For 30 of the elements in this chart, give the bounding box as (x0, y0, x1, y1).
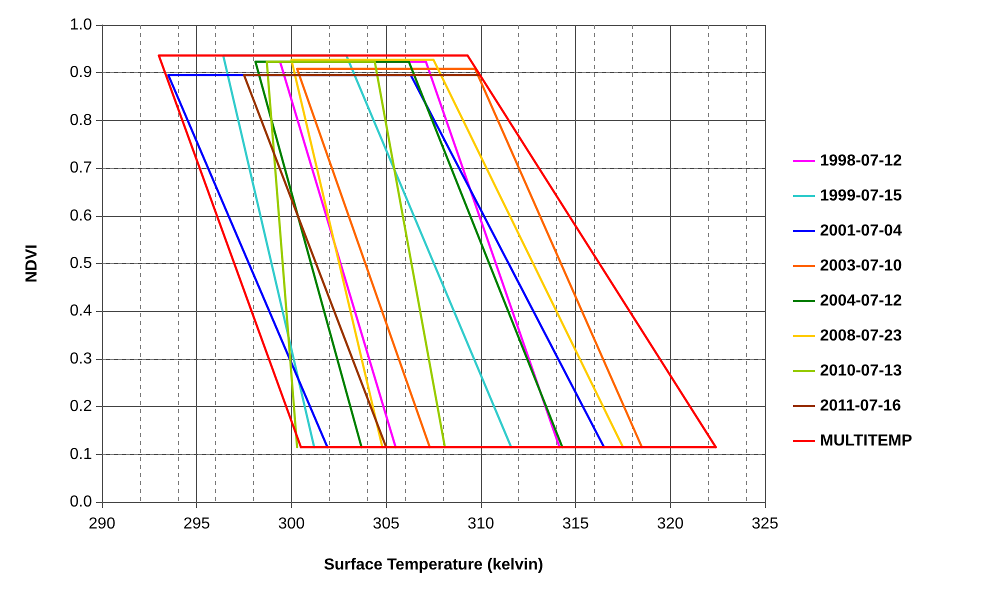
y-tick-label: 0.5 (70, 255, 92, 272)
legend-label: 2011-07-16 (820, 398, 902, 414)
x-tick-label: 325 (752, 516, 778, 532)
y-tick-label: 0.2 (70, 398, 92, 416)
y-tick-label: 0.6 (70, 207, 92, 224)
legend-label: 2003-07-10 (820, 258, 902, 274)
x-tick-label: 305 (372, 516, 400, 532)
x-tick-label: 320 (656, 516, 684, 532)
y-tick-label: 0.7 (70, 160, 92, 177)
y-tick-label: 1.0 (70, 16, 92, 34)
x-tick-label: 310 (468, 516, 494, 532)
legend-label: 2001-07-04 (820, 222, 902, 240)
y-tick-label: 0.4 (70, 302, 92, 320)
y-tick-label: 0.3 (70, 350, 92, 368)
y-axis-title: NDVI (24, 244, 40, 283)
y-tick-label: 0.1 (70, 446, 92, 463)
x-tick-label: 315 (562, 516, 590, 532)
legend-label: 2010-07-13 (820, 362, 902, 380)
legend-label: 2008-07-23 (820, 328, 902, 344)
x-tick-label: 300 (278, 516, 305, 532)
legend-label: 2004-07-12 (820, 292, 902, 310)
x-tick-label: 295 (183, 516, 210, 532)
y-tick-label: 0.0 (70, 494, 92, 510)
y-tick-label: 0.8 (70, 112, 92, 129)
x-tick-label: 290 (88, 516, 116, 532)
legend-label: 1998-07-12 (820, 152, 902, 170)
legend-label: 1999-07-15 (820, 188, 902, 204)
y-tick-label: 0.9 (70, 64, 92, 82)
legend-label: MULTITEMP (820, 432, 912, 450)
x-axis-title: Surface Temperature (kelvin) (324, 556, 544, 574)
